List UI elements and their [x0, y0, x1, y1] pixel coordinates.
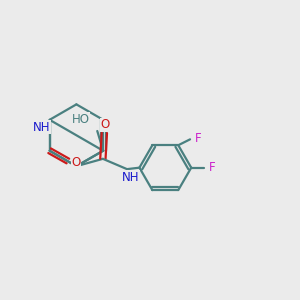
Text: NH: NH	[122, 171, 139, 184]
Text: HO: HO	[72, 113, 90, 126]
Text: O: O	[100, 118, 110, 131]
Text: F: F	[209, 161, 216, 174]
Text: O: O	[71, 156, 81, 169]
Text: NH: NH	[33, 121, 50, 134]
Text: F: F	[195, 132, 201, 145]
